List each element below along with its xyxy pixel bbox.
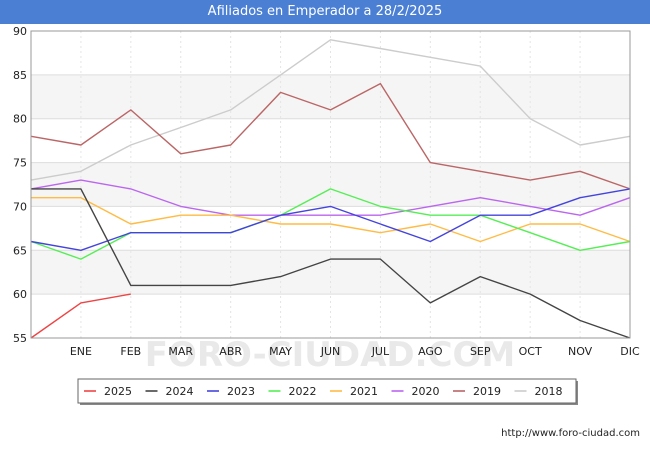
series-line-2020 bbox=[30, 179, 631, 216]
y-tick-label: 75 bbox=[13, 157, 27, 170]
x-tick-label: OCT bbox=[519, 345, 542, 358]
legend-label-2021: 2021 bbox=[350, 385, 378, 398]
x-tick-label: MAY bbox=[269, 345, 292, 358]
y-tick-label: 55 bbox=[13, 332, 27, 345]
x-tick-label: SEP bbox=[470, 345, 491, 358]
y-tick-label: 65 bbox=[13, 244, 27, 257]
y-tick-label: 80 bbox=[13, 113, 27, 126]
legend-label-2024: 2024 bbox=[166, 385, 194, 398]
x-tick-label: ABR bbox=[219, 345, 242, 358]
y-tick-label: 70 bbox=[13, 200, 27, 213]
plot-area bbox=[30, 30, 631, 339]
series-line-2019 bbox=[30, 82, 631, 190]
legend-label-2019: 2019 bbox=[473, 385, 501, 398]
series-line-2025 bbox=[30, 293, 131, 339]
series-line-2018 bbox=[30, 39, 631, 181]
legend-label-2025: 2025 bbox=[104, 385, 132, 398]
legend-label-2022: 2022 bbox=[289, 385, 317, 398]
source-url[interactable]: http://www.foro-ciudad.com bbox=[501, 428, 640, 439]
series-line-2024 bbox=[31, 188, 631, 339]
series-line-2023 bbox=[30, 188, 631, 251]
x-tick-label: NOV bbox=[568, 345, 593, 358]
y-axis: 55 60 65 70 75 80 85 90 bbox=[13, 25, 27, 345]
legend-label-2023: 2023 bbox=[227, 385, 255, 398]
legend: 2025 2024 2023 2022 2021 2020 2019 2018 bbox=[77, 378, 578, 405]
y-tick-label: 85 bbox=[13, 69, 27, 82]
x-tick-label: MAR bbox=[168, 345, 193, 358]
legend-label-2020: 2020 bbox=[412, 385, 440, 398]
x-tick-label: AGO bbox=[418, 345, 443, 358]
series-lines bbox=[30, 39, 631, 339]
background-band bbox=[31, 162, 630, 207]
x-tick-label: DIC bbox=[620, 345, 640, 358]
watermark: FORO-CIUDAD.COM bbox=[145, 335, 516, 375]
x-tick-label: JUN bbox=[320, 345, 341, 358]
legend-box bbox=[77, 378, 577, 404]
chart-title: Afiliados en Emperador a 28/2/2025 bbox=[0, 0, 650, 24]
legend-label-2018: 2018 bbox=[535, 385, 563, 398]
y-tick-label: 90 bbox=[13, 25, 27, 38]
x-tick-label: JUL bbox=[371, 345, 390, 358]
x-tick-label: ENE bbox=[70, 345, 92, 358]
x-axis: ENE FEB MAR ABR MAY JUN JUL AGO SEP OCT NOV DIC bbox=[70, 345, 640, 358]
x-tick-label: FEB bbox=[120, 345, 141, 358]
y-tick-label: 60 bbox=[13, 288, 27, 301]
series-line-2021 bbox=[31, 197, 631, 243]
